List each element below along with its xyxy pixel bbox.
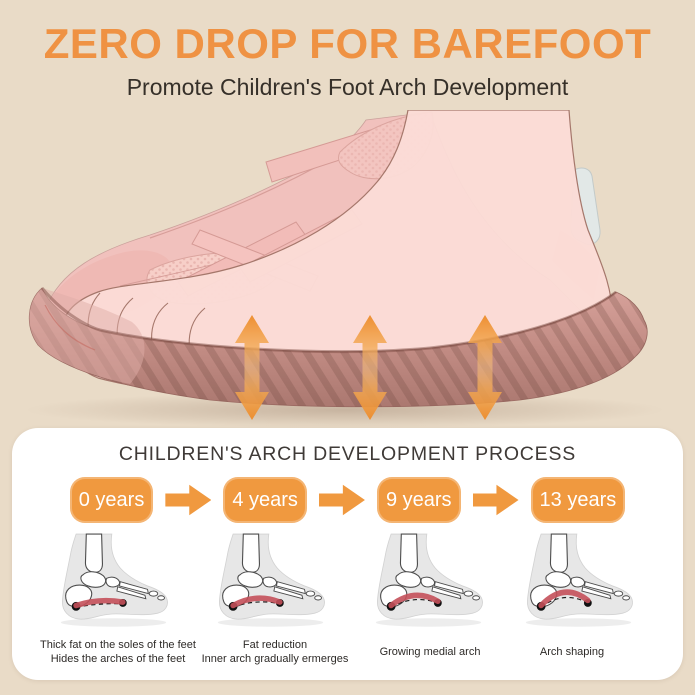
panel-title: CHILDREN'S ARCH DEVELOPMENT PROCESS bbox=[118, 443, 577, 465]
age-badge-label: 4 years bbox=[232, 488, 298, 511]
shoe-sole-group bbox=[28, 287, 648, 408]
up-down-arrow-icon bbox=[468, 315, 502, 420]
shoe-foot-illustration bbox=[25, 110, 665, 428]
age-badge-0-years: 0 years bbox=[69, 477, 154, 523]
stage-captions-row: Thick fat on the soles of the feet Hides… bbox=[12, 634, 683, 678]
foot-arch-illustration-stage-1 bbox=[60, 533, 169, 628]
arrow-right-icon bbox=[472, 484, 519, 516]
stage-caption-3: Growing medial arch bbox=[379, 646, 481, 658]
age-badge-label: 13 years bbox=[539, 488, 617, 511]
foot-arch-illustration-stage-3 bbox=[375, 533, 484, 628]
up-down-arrow-icon bbox=[235, 315, 269, 420]
foot-arch-illustration-stage-2 bbox=[217, 533, 326, 628]
hero-shoe-image bbox=[0, 110, 695, 430]
age-badge-13-years: 13 years bbox=[530, 477, 626, 523]
age-badge-9-years: 9 years bbox=[376, 477, 461, 523]
stage-caption-4: Arch shaping bbox=[539, 646, 605, 658]
stage-caption-1: Thick fat on the soles of the feet Hides… bbox=[40, 639, 196, 665]
arrow-right-icon bbox=[318, 484, 365, 516]
foot-illustrations-row bbox=[12, 532, 683, 632]
stage-caption-2: Fat reduction Inner arch gradually ermer… bbox=[201, 639, 349, 665]
age-badge-label: 0 years bbox=[78, 488, 145, 511]
foot-arch-illustration-stage-4 bbox=[525, 533, 634, 628]
age-progression-row: 0 years 4 years 9 years 13 years bbox=[12, 477, 683, 523]
arrow-right-icon bbox=[165, 484, 212, 516]
zero-drop-arrows bbox=[235, 315, 502, 420]
age-badge-label: 9 years bbox=[385, 488, 452, 511]
header: ZERO DROP FOR BAREFOOT Promote Children'… bbox=[0, 0, 695, 101]
page-title: ZERO DROP FOR BAREFOOT bbox=[43, 20, 652, 67]
age-badge-4-years: 4 years bbox=[223, 477, 307, 523]
arch-development-panel: CHILDREN'S ARCH DEVELOPMENT PROCESS 0 ye… bbox=[12, 428, 683, 680]
up-down-arrow-icon bbox=[353, 315, 387, 420]
page-subtitle: Promote Children's Foot Arch Development bbox=[126, 74, 569, 100]
